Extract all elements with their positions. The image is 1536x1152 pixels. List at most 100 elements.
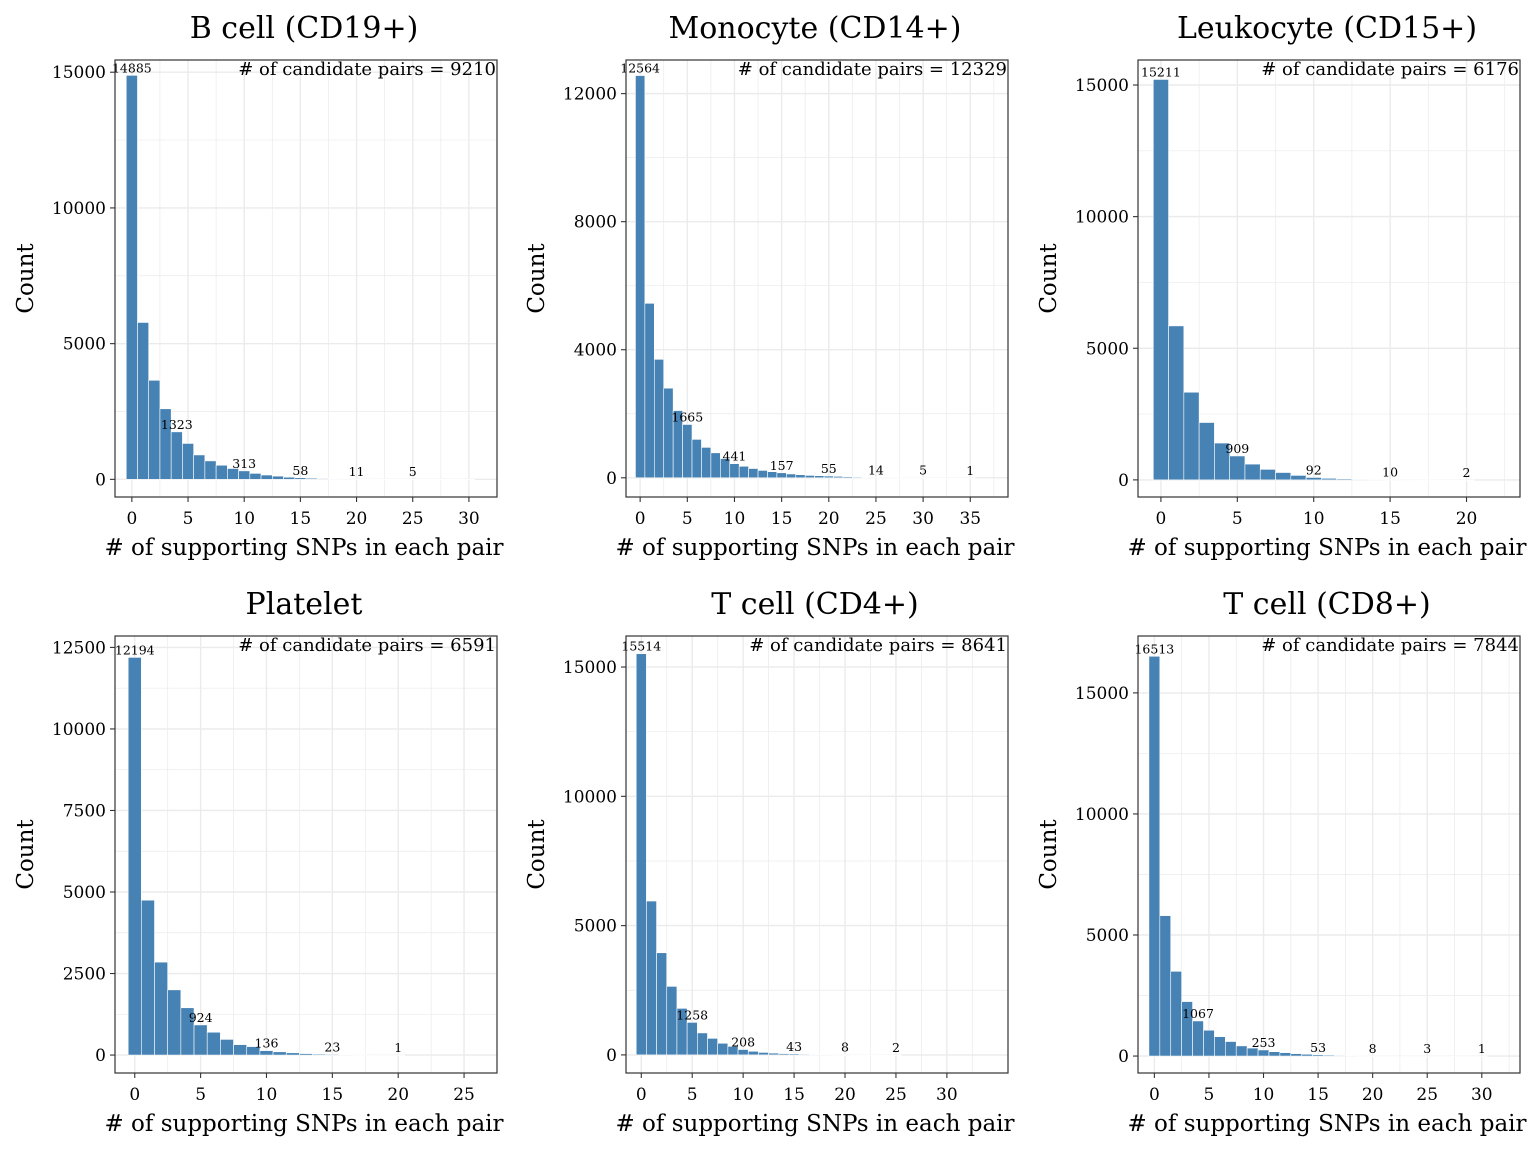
bar-x9 [1290,475,1307,481]
bar-x26 [880,477,891,479]
bar-x18 [819,1054,831,1056]
data-label: 924 [189,1010,213,1025]
bar-x13 [768,1052,780,1056]
bar-x28 [1454,1055,1466,1057]
data-label: 1 [1478,1041,1486,1056]
bar-x0 [1152,79,1169,481]
y-tick-label: 5000 [574,917,617,937]
bar-x29 [451,479,464,481]
x-tick-label: 20 [834,1085,856,1105]
data-label: 10 [1382,465,1398,480]
panel-background [1138,636,1520,1073]
bar-x19 [1443,479,1460,481]
x-tick-label: 15 [290,509,312,529]
panel-background [115,60,497,497]
y-tick-label: 12000 [563,85,617,105]
bar-x25 [870,477,881,479]
x-tick-label: 15 [771,509,793,529]
bar-x21 [833,476,844,479]
data-label: 14885 [112,60,152,75]
x-tick-label: 30 [936,1085,958,1105]
bar-x7 [204,460,217,480]
x-tick-label: 0 [129,1085,140,1105]
bar-x16 [338,1054,353,1056]
bar-x22 [859,1054,871,1056]
y-tick-label: 10000 [563,787,617,807]
x-tick-label: 25 [402,509,424,529]
bar-x8 [233,1044,248,1056]
data-labels: 14885 1323 313 58 11 5 [112,60,417,479]
x-axis: 0 5 10 15 20 25 30 35 [635,497,981,529]
panel-background [626,636,1008,1073]
bar-x22 [842,476,853,479]
bar-x10 [737,1049,749,1056]
bar-x24 [880,1054,892,1056]
bar-x3 [663,387,674,479]
x-tick-label: 20 [818,509,840,529]
panel-title: Platelet [246,587,363,622]
data-label: 208 [731,1035,755,1050]
bar-x12 [285,1052,300,1056]
bar-x31 [927,477,938,479]
bar-x8 [215,464,228,480]
bar-x8 [1275,472,1292,481]
data-label: 5 [409,464,417,479]
data-label: 313 [232,456,256,471]
candidate-pairs-annotation: # of candidate pairs = 9210 [238,59,496,80]
data-label: 3 [1423,1041,1431,1056]
bar-x17 [1334,1055,1346,1057]
y-tick-label: 10000 [1075,208,1129,228]
data-label: 136 [255,1036,279,1051]
bar-x13 [1290,1053,1303,1057]
x-tick-label: 5 [687,1085,698,1105]
y-axis-title: Count [13,243,39,314]
data-label: 1665 [671,409,703,424]
bar-x1 [644,303,655,479]
data-label: 12194 [115,642,155,657]
data-label: 253 [1252,1035,1276,1050]
bar-x24 [395,478,408,481]
x-tick-label: 15 [322,1085,344,1105]
bar-x0 [125,75,138,480]
data-label: 14 [868,462,884,477]
panel-title: T cell (CD8+) [1223,587,1430,622]
x-axis: 0 5 10 15 20 25 30 [126,497,480,529]
bar-x22 [1388,1055,1401,1057]
bar-x28 [899,477,910,479]
panel-border [114,635,498,1074]
bar-x23 [1399,1055,1412,1057]
y-axis: 0 5000 10000 15000 [1075,684,1138,1067]
bar-x22 [373,478,385,481]
bar-x15 [325,1054,340,1056]
data-label: 5 [919,463,927,478]
y-tick-label: 8000 [574,213,617,233]
bar-x32 [936,477,947,479]
data-label: 8 [1369,1041,1377,1056]
bar-x26 [418,478,430,481]
panel-0: 14885 1323 313 58 11 5 0 5 10 15 20 25 30 0 5000 10000 1… [13,11,504,561]
bar-x6 [691,439,702,479]
bars [127,657,406,1056]
data-label: 43 [786,1039,802,1054]
x-tick-label: 10 [724,509,746,529]
bar-x5 [182,443,194,480]
bar-x16 [786,473,797,479]
x-tick-label: 5 [1232,509,1243,529]
bar-x15 [294,477,307,480]
bar-x12 [1336,478,1353,481]
data-labels: 12194 924 136 23 1 [115,642,402,1055]
x-tick-label: 15 [1379,509,1401,529]
bar-x1 [646,900,657,1056]
y-tick-label: 15000 [563,658,617,678]
y-axis-title: Count [524,243,550,314]
bar-x10 [1305,477,1322,481]
bar-x17 [795,474,806,479]
panel-border [625,635,1009,1074]
x-axis-title: # of supporting SNPs in each pair [615,1111,1014,1137]
bar-x15 [1382,479,1399,481]
bar-x12 [1279,1052,1292,1057]
panel-title: Monocyte (CD14+) [669,11,962,46]
x-tick-label: 35 [959,509,981,529]
